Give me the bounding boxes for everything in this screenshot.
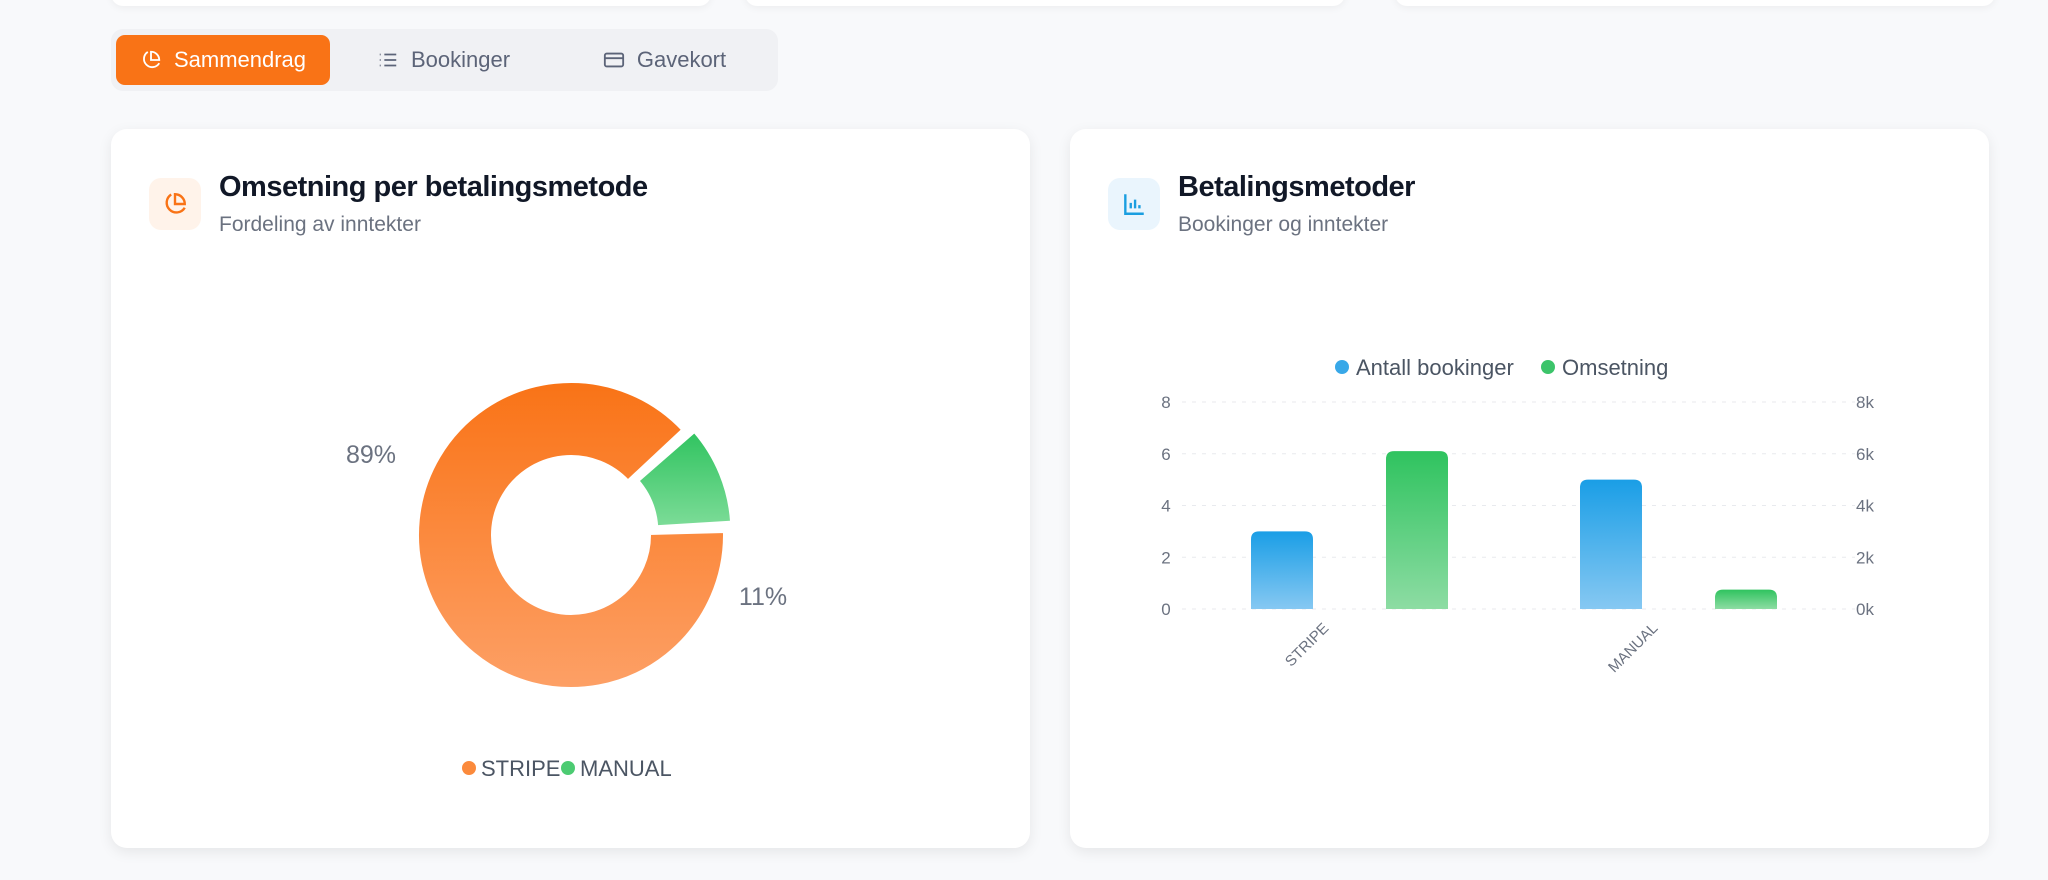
y-right-tick: 4k bbox=[1856, 497, 1874, 516]
y-right-tick: 6k bbox=[1856, 445, 1874, 464]
legend-label-manual: MANUAL bbox=[580, 756, 672, 781]
data-label-manual: 11% bbox=[739, 583, 787, 611]
legend-label-revenue: Omsetning bbox=[1562, 355, 1668, 380]
tab-label: Bookinger bbox=[410, 47, 511, 72]
bar-chart: 0 0k 2 2k 4 4k 6 6k 8 8k STRIPE MANUAL Antall bookin… bbox=[1161, 355, 1874, 676]
donut-slice-stripe bbox=[415, 379, 727, 691]
y-left-tick: 4 bbox=[1161, 497, 1170, 516]
y-left-tick: 8 bbox=[1161, 393, 1170, 412]
bar-manual-bookings bbox=[1580, 479, 1642, 609]
tab-label: Gavekort bbox=[636, 47, 727, 72]
y-left-tick: 0 bbox=[1161, 600, 1170, 619]
list-icon bbox=[379, 53, 397, 67]
y-left-tick: 2 bbox=[1161, 548, 1170, 567]
pie-chart-icon bbox=[165, 193, 186, 214]
legend-marker bbox=[462, 761, 476, 775]
tab-label: Sammendrag bbox=[173, 47, 307, 72]
revenue-by-method-card: Omsetning per betalingsmetode Fordeling … bbox=[111, 129, 1030, 848]
view-tabs: Sammendrag Bookinger Gavekort bbox=[111, 29, 778, 91]
tab-gavekort[interactable]: Gavekort bbox=[557, 35, 772, 85]
bar-chart-icon bbox=[1124, 194, 1144, 215]
legend-label-stripe: STRIPE bbox=[481, 756, 560, 781]
legend-marker bbox=[561, 761, 575, 775]
credit-card-icon bbox=[603, 52, 624, 68]
y-right-tick: 2k bbox=[1856, 548, 1874, 567]
card-edge bbox=[111, 0, 711, 6]
y-left-tick: 6 bbox=[1161, 445, 1170, 464]
card-title: Betalingsmetoder bbox=[1178, 171, 1415, 203]
donut-chart: 89% 11% STRIPE MANUAL bbox=[346, 379, 787, 781]
card-edge bbox=[1395, 0, 1995, 6]
x-tick-label: STRIPE bbox=[1282, 620, 1332, 670]
card-icon-box bbox=[1108, 178, 1160, 230]
bar-stripe-revenue bbox=[1386, 451, 1448, 609]
tab-bookinger[interactable]: Bookinger bbox=[336, 35, 551, 85]
card-title: Omsetning per betalingsmetode bbox=[219, 171, 648, 203]
y-right-tick: 0k bbox=[1856, 600, 1874, 619]
bar-stripe-bookings bbox=[1251, 531, 1313, 609]
card-subtitle: Bookinger og inntekter bbox=[1178, 213, 1389, 236]
tab-sammendrag[interactable]: Sammendrag bbox=[116, 35, 330, 85]
card-subtitle: Fordeling av inntekter bbox=[219, 213, 421, 236]
legend-marker-bookings bbox=[1335, 360, 1349, 374]
y-right-tick: 8k bbox=[1856, 393, 1874, 412]
payment-methods-card: Betalingsmetoder Bookinger og inntekter … bbox=[1070, 129, 1989, 848]
bar-manual-revenue bbox=[1715, 589, 1777, 609]
card-edge bbox=[745, 0, 1345, 6]
legend-label-bookings: Antall bookinger bbox=[1356, 355, 1514, 380]
x-tick-label: MANUAL bbox=[1605, 620, 1661, 676]
donut-slice-manual bbox=[634, 427, 735, 530]
data-label-stripe: 89% bbox=[346, 441, 396, 469]
legend-marker-revenue bbox=[1541, 360, 1555, 374]
pie-chart-icon bbox=[143, 50, 161, 69]
card-icon-box bbox=[149, 178, 201, 230]
